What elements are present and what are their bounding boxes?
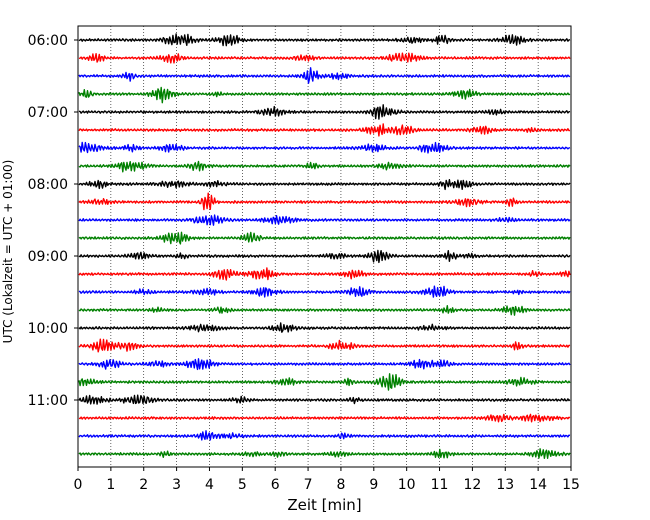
x-tick-label-5: 5 bbox=[238, 477, 247, 493]
trace-4 bbox=[78, 104, 571, 120]
x-tick-label-3: 3 bbox=[172, 477, 181, 493]
x-tick-label-0: 0 bbox=[74, 477, 83, 493]
y-tick-label-5: 11:00 bbox=[28, 393, 68, 409]
trace-18 bbox=[78, 358, 571, 371]
trace-2 bbox=[78, 67, 571, 84]
x-tick-label-4: 4 bbox=[205, 477, 214, 493]
y-axis: 06:00 07:00 08:00 09:00 10:00 11:00 bbox=[28, 33, 78, 409]
x-tick-label-2: 2 bbox=[139, 477, 148, 493]
trace-15 bbox=[78, 305, 571, 316]
x-axis: 0 1 2 3 4 5 6 7 8 9 10 11 12 13 14 15 bbox=[74, 467, 580, 493]
trace-7 bbox=[78, 160, 571, 173]
y-tick-label-1: 07:00 bbox=[28, 105, 68, 121]
trace-12 bbox=[78, 249, 571, 264]
x-axis-label: Zeit [min] bbox=[287, 496, 361, 514]
x-tick-label-1: 1 bbox=[106, 477, 115, 493]
x-tick-label-12: 12 bbox=[463, 477, 481, 493]
trace-17 bbox=[78, 338, 571, 353]
trace-11 bbox=[78, 231, 571, 245]
trace-22 bbox=[78, 430, 571, 441]
trace-1 bbox=[78, 52, 571, 64]
x-tick-label-11: 11 bbox=[431, 477, 449, 493]
x-tick-label-13: 13 bbox=[496, 477, 514, 493]
x-tick-label-6: 6 bbox=[271, 477, 280, 493]
y-tick-label-0: 06:00 bbox=[28, 33, 68, 49]
trace-14 bbox=[78, 285, 571, 298]
trace-3 bbox=[78, 86, 571, 104]
plot-frame bbox=[77, 25, 572, 468]
trace-21 bbox=[78, 413, 571, 423]
trace-23 bbox=[78, 448, 571, 459]
y-axis-label: UTC (Lokalzeit = UTC + 01:00) bbox=[1, 160, 15, 344]
trace-9 bbox=[78, 192, 571, 211]
y-tick-label-4: 10:00 bbox=[28, 321, 68, 337]
trace-0 bbox=[78, 33, 571, 47]
x-tick-label-9: 9 bbox=[369, 477, 378, 493]
x-tick-label-7: 7 bbox=[304, 477, 313, 493]
y-tick-label-3: 09:00 bbox=[28, 249, 68, 265]
trace-group bbox=[78, 33, 571, 459]
x-tick-label-10: 10 bbox=[398, 477, 416, 493]
x-tick-label-14: 14 bbox=[529, 477, 547, 493]
y-tick-label-2: 08:00 bbox=[28, 177, 68, 193]
trace-10 bbox=[78, 214, 571, 226]
trace-19 bbox=[78, 373, 571, 391]
trace-13 bbox=[78, 267, 571, 281]
trace-8 bbox=[78, 179, 571, 191]
x-tick-label-8: 8 bbox=[336, 477, 345, 493]
x-tick-label-15: 15 bbox=[562, 477, 580, 493]
trace-16 bbox=[78, 322, 571, 333]
trace-6 bbox=[78, 141, 571, 154]
trace-20 bbox=[78, 394, 571, 405]
trace-5 bbox=[78, 123, 571, 137]
